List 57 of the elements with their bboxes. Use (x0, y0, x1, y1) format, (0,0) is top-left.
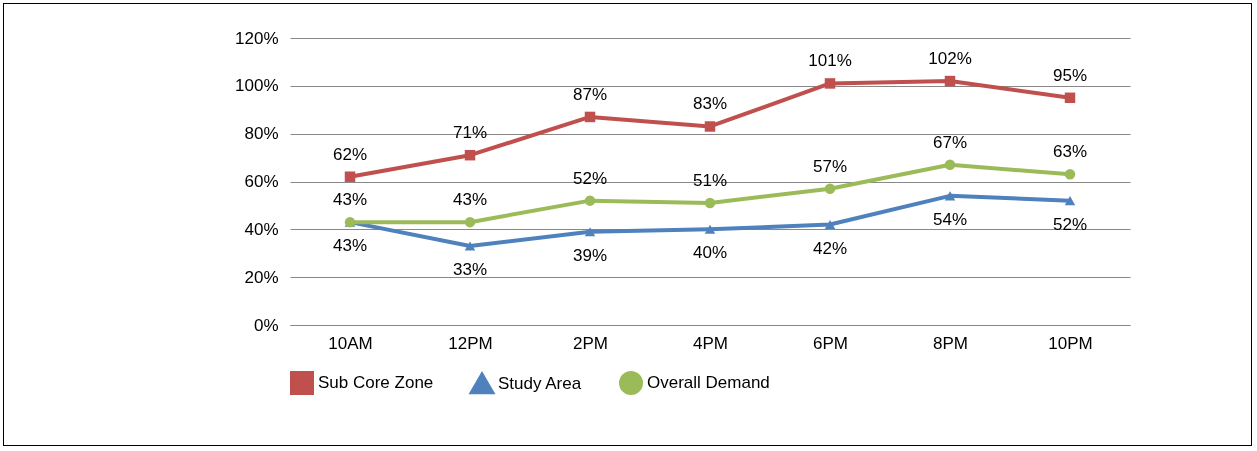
y-tick-label: 120% (235, 28, 279, 48)
point (1064, 169, 1076, 180)
point (944, 191, 956, 201)
data-label: 52% (572, 168, 608, 188)
point (824, 220, 836, 230)
data-label: 42% (812, 238, 848, 258)
point (584, 195, 596, 206)
data-label: 95% (1052, 65, 1088, 85)
y-tick-label: 20% (244, 267, 279, 287)
x-tick-label: 10AM (328, 333, 373, 353)
point (1064, 196, 1076, 206)
y-tick-label: 60% (244, 172, 279, 191)
data-label: 101% (808, 51, 852, 71)
data-label: 54% (932, 209, 968, 229)
data-label: 40% (692, 243, 728, 263)
x-tick-label: 6PM (813, 333, 848, 353)
y-tick-label: 40% (244, 219, 279, 239)
point (704, 197, 716, 209)
y-tick-label: 0% (253, 315, 279, 335)
data-label: 57% (812, 156, 848, 176)
point (584, 227, 596, 237)
x-tick-label: 12PM (448, 333, 493, 353)
point (944, 75, 956, 87)
x-tick-label: 8PM (933, 333, 968, 353)
data-label: 51% (692, 171, 728, 191)
point (464, 216, 476, 228)
data-label: 71% (452, 123, 488, 143)
x-tick-label: 4PM (693, 333, 728, 353)
y-tick-label: 100% (235, 76, 279, 96)
data-label: 87% (572, 84, 608, 104)
data-label: 43% (452, 190, 488, 210)
point (704, 224, 716, 234)
data-label: 39% (572, 245, 608, 265)
data-label: 102% (928, 49, 972, 69)
point (1064, 92, 1076, 104)
point (464, 149, 476, 161)
point (704, 121, 716, 132)
x-tick-label: 2PM (573, 333, 608, 353)
data-label: 43% (332, 236, 368, 256)
data-label: 43% (332, 190, 368, 210)
point (944, 159, 956, 170)
data-label: 33% (452, 260, 488, 280)
point (824, 183, 836, 194)
legend-label: Sub Core Zone (318, 373, 434, 392)
data-label: 83% (692, 94, 728, 114)
point (344, 171, 356, 182)
point (584, 111, 596, 123)
y-tick-label: 80% (244, 124, 279, 144)
legend-label: Overall Demand (647, 373, 770, 392)
data-label: 62% (332, 144, 368, 164)
data-label: 52% (1052, 214, 1088, 234)
point (824, 78, 836, 89)
point (464, 241, 476, 251)
data-label: 63% (1052, 142, 1088, 162)
legend-label: Study Area (498, 373, 582, 393)
data-label: 67% (932, 132, 968, 152)
x-tick-label: 10PM (1048, 333, 1093, 353)
